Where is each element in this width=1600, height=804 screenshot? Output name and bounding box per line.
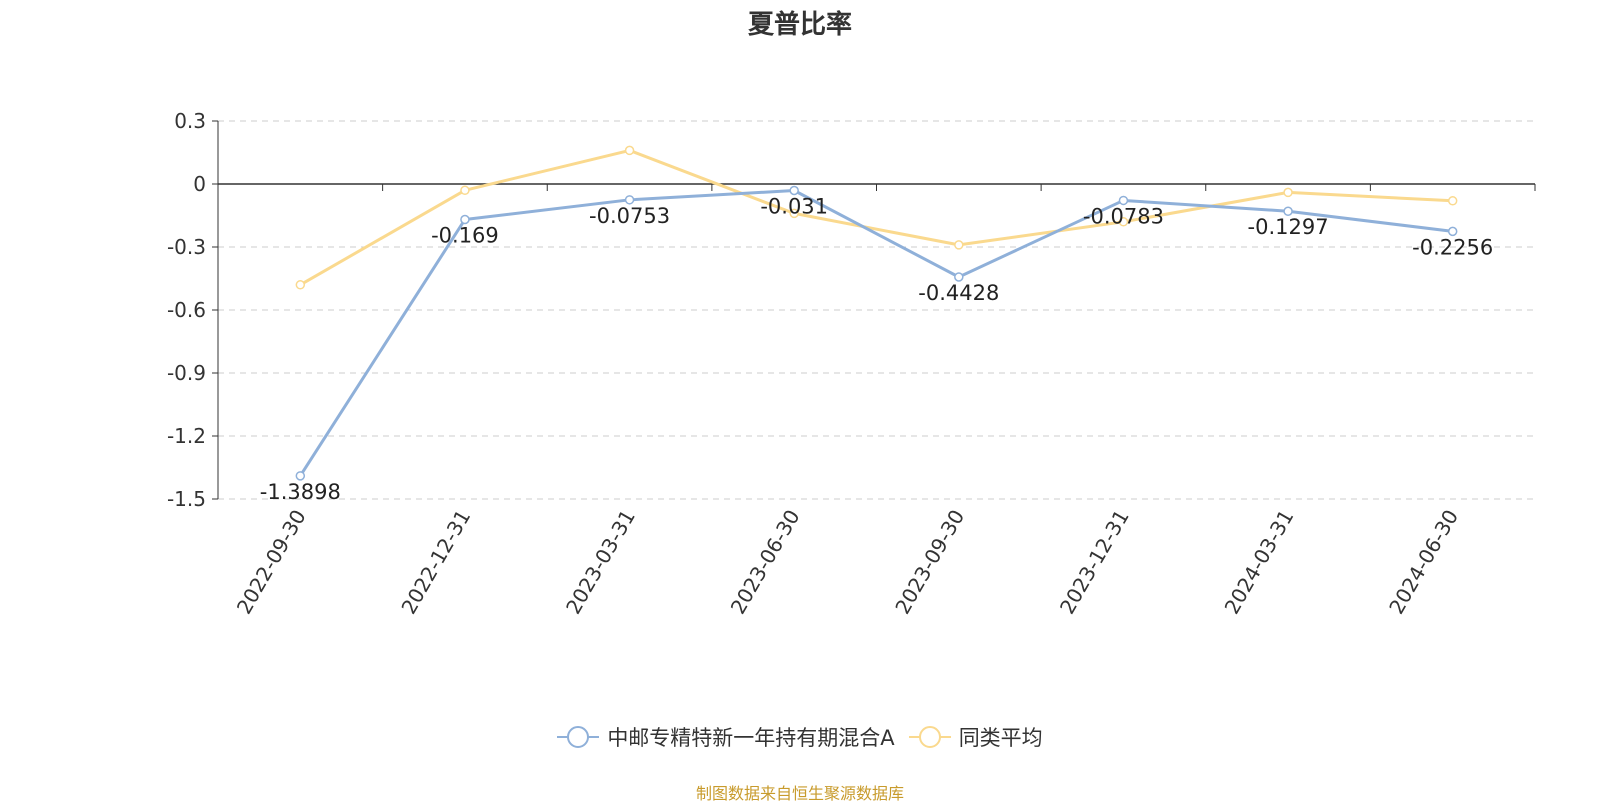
series-line-average [299, 148, 1453, 287]
y-tick-label: -0.3 [167, 235, 206, 259]
y-tick-label: -1.2 [167, 424, 206, 448]
x-tick-label: 2022-12-31 [396, 506, 475, 619]
data-point-average [789, 208, 799, 219]
data-point-fund [1118, 195, 1129, 206]
data-point-fund [954, 272, 964, 282]
y-tick-label: -0.6 [167, 298, 206, 322]
data-point-average [954, 240, 964, 250]
y-tick-label: -0.9 [167, 361, 206, 385]
grid-lines [218, 120, 1535, 500]
x-tick-label: 2023-12-31 [1055, 506, 1134, 619]
x-tick-label: 2023-06-30 [726, 506, 805, 619]
line-chart: 0.3 0 -0.3 -0.6 -0.9 -1.2 -1.5 2022-09-30 2022-1… [167, 109, 1536, 619]
data-label: -0.4428 [918, 281, 999, 305]
x-tick-label: 2022-09-30 [232, 506, 311, 619]
legend: 中邮专精特新一年持有期混合A 同类平均 [0, 722, 1600, 752]
data-point-average [1283, 187, 1293, 198]
x-tick-label: 2024-06-30 [1384, 506, 1463, 619]
legend-label-fund: 中邮专精特新一年持有期混合A [607, 726, 895, 750]
y-tick-label: 0.3 [174, 109, 206, 133]
x-tick-label: 2024-03-31 [1219, 506, 1298, 619]
x-tick-label: 2023-03-31 [561, 506, 640, 619]
y-tick-label: 0 [193, 172, 206, 196]
legend-label-average: 同类平均 [958, 726, 1043, 750]
y-tick-label: -1.5 [167, 487, 206, 511]
data-point-fund [460, 214, 470, 225]
circle-line-icon [557, 726, 600, 748]
data-point-average [295, 280, 306, 290]
series-line-fund [299, 189, 1453, 477]
data-point-fund [1447, 226, 1458, 237]
data-point-fund [624, 195, 635, 205]
data-label: -0.1297 [1248, 215, 1329, 239]
data-label: -0.0783 [1083, 204, 1164, 228]
legend-item-fund[interactable]: 中邮专精特新一年持有期混合A [557, 722, 895, 752]
data-labels: -1.3898 -0.169 -0.0753 -0.031 -0.4428 -0.0783… [260, 195, 1493, 504]
data-point-average [1118, 217, 1129, 227]
data-point-average [460, 185, 470, 196]
data-point-fund [295, 471, 306, 481]
data-source-note: 制图数据来自恒生聚源数据库 [695, 784, 904, 803]
data-point-fund [789, 185, 799, 196]
data-label: -0.0753 [589, 204, 670, 228]
circle-line-icon [908, 726, 951, 748]
data-point-fund [1283, 206, 1293, 216]
legend-item-average[interactable]: 同类平均 [908, 722, 1043, 752]
x-tick-label: 2023-09-30 [890, 506, 969, 619]
series-lines [295, 145, 1458, 481]
data-point-average [1447, 196, 1458, 206]
data-label: -0.031 [760, 195, 828, 219]
data-label: -0.169 [431, 223, 499, 247]
data-label: -0.2256 [1412, 235, 1493, 259]
data-label: -1.3898 [260, 480, 341, 504]
chart-title: 夏普比率 [747, 10, 852, 40]
data-point-average [624, 145, 635, 156]
